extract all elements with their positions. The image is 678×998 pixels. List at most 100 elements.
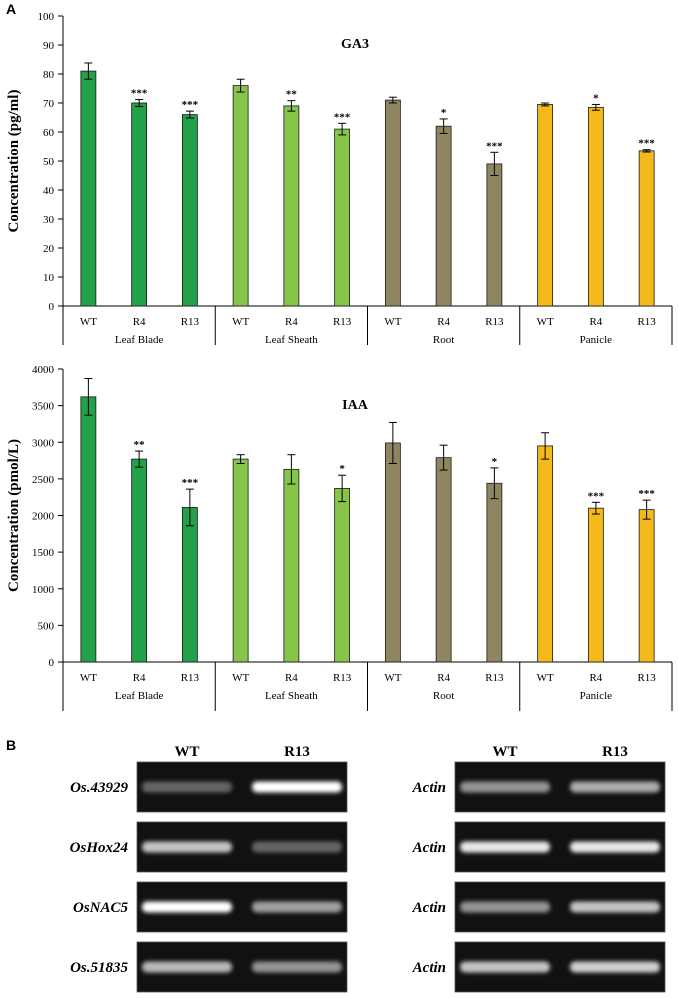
y-tick-label: 1000 [32, 584, 55, 596]
category-label: R13 [333, 672, 352, 684]
category-label: R4 [133, 316, 146, 328]
category-label: R4 [133, 672, 146, 684]
y-tick-label: 20 [43, 243, 55, 255]
gel-band [252, 901, 342, 913]
y-tick-label: 10 [43, 272, 55, 284]
bar [486, 482, 503, 663]
category-label: WT [232, 316, 249, 328]
significance-label: *** [182, 99, 199, 111]
category-label: R4 [437, 316, 450, 328]
panel-label-b: B [6, 737, 16, 753]
bar [537, 104, 554, 307]
bar [334, 487, 351, 663]
bar [486, 163, 503, 307]
y-tick-label: 60 [43, 127, 55, 139]
group-label: Root [433, 690, 454, 702]
gene-label: OsNAC5 [73, 900, 129, 916]
category-label: R4 [437, 672, 450, 684]
bar [283, 468, 300, 663]
y-tick-label: 0 [49, 301, 55, 313]
group-label: Leaf Sheath [265, 334, 318, 346]
gel-column-header: R13 [602, 744, 628, 760]
gene-label: Os.51835 [70, 960, 128, 976]
category-label: R4 [589, 672, 602, 684]
y-tick-label: 80 [43, 69, 55, 81]
bar [537, 445, 554, 663]
group-label: Leaf Sheath [265, 690, 318, 702]
bar [384, 442, 401, 663]
control-label: Actin [412, 840, 446, 856]
y-axis-title: Concentration (pmol/L) [6, 439, 22, 592]
gel-band [460, 961, 550, 973]
y-tick-label: 90 [43, 40, 55, 52]
bar [181, 507, 198, 663]
y-tick-label: 3000 [32, 437, 55, 449]
significance-label: * [441, 107, 447, 119]
bar [283, 105, 300, 307]
bar [131, 458, 148, 663]
gel-band [460, 781, 550, 793]
category-label: R13 [637, 672, 656, 684]
gel-band [570, 901, 660, 913]
gel-band [570, 841, 660, 853]
bar [435, 457, 452, 663]
category-label: R13 [333, 316, 352, 328]
gel-band [142, 841, 232, 853]
significance-label: * [339, 463, 345, 475]
gel-band [460, 901, 550, 913]
bar [131, 102, 148, 307]
significance-label: *** [638, 138, 655, 150]
category-label: R13 [637, 316, 656, 328]
y-tick-label: 2000 [32, 511, 55, 523]
gel-panel: WT R13 WT R13 Os.43929 Actin OsHox24 Actin OsNAC… [70, 744, 666, 993]
chart-title: GA3 [341, 37, 369, 52]
category-label: WT [537, 672, 554, 684]
category-label: WT [80, 316, 97, 328]
category-label: R13 [485, 672, 504, 684]
control-label: Actin [412, 960, 446, 976]
category-label: WT [537, 316, 554, 328]
gene-label: Os.43929 [70, 780, 128, 796]
significance-label: *** [334, 111, 351, 123]
gel-band [252, 961, 342, 973]
group-label: Panicle [580, 334, 612, 346]
category-label: R13 [485, 316, 504, 328]
bar [638, 150, 655, 307]
significance-label: *** [638, 488, 655, 500]
y-axis-title: Concentration (pg/ml) [6, 90, 22, 233]
bar [384, 99, 401, 307]
bar [587, 507, 604, 663]
gel-column-header: WT [174, 744, 199, 760]
gel-column-header: WT [492, 744, 517, 760]
category-label: WT [232, 672, 249, 684]
group-label: Leaf Blade [115, 690, 164, 702]
bar [80, 396, 97, 663]
control-label: Actin [412, 780, 446, 796]
ga3-chart: 0 10 20 30 40 50 60 70 80 90 100 Concentration (pg/… [6, 11, 673, 346]
y-tick-label: 50 [43, 156, 55, 168]
group-label: Panicle [580, 690, 612, 702]
y-tick-label: 500 [38, 620, 55, 632]
gel-band [570, 961, 660, 973]
gel-band [252, 781, 342, 793]
gel-band [142, 781, 232, 793]
category-label: R13 [181, 316, 200, 328]
y-tick-label: 70 [43, 98, 55, 110]
y-tick-label: 2500 [32, 474, 55, 486]
gel-column-header: R13 [284, 744, 310, 760]
significance-label: * [492, 456, 498, 468]
category-label: R4 [589, 316, 602, 328]
bar [587, 106, 604, 307]
bar [232, 85, 249, 307]
chart-title: IAA [342, 398, 369, 413]
significance-label: *** [182, 477, 199, 489]
category-label: R4 [285, 316, 298, 328]
gel-band [142, 901, 232, 913]
control-label: Actin [412, 900, 446, 916]
y-tick-label: 3500 [32, 401, 55, 413]
significance-label: * [593, 92, 599, 104]
panel-label-a: A [6, 1, 16, 17]
gel-band [142, 961, 232, 973]
y-tick-label: 40 [43, 185, 55, 197]
